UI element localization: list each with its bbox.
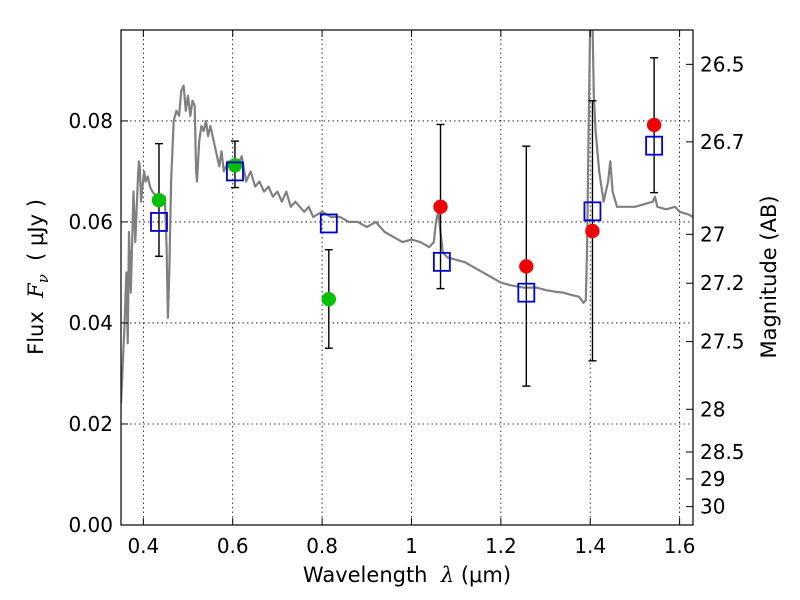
data-point-red <box>519 259 534 274</box>
data-point-red <box>433 199 448 215</box>
marker-layer <box>150 57 664 387</box>
x-tick-label: 0.8 <box>306 534 338 558</box>
y-tick-label: 0.08 <box>68 109 113 133</box>
y2-tick-label: 26.7 <box>700 130 745 154</box>
y2-tick-label: 28 <box>700 397 725 421</box>
y-axis-label: Flux Fν ( μJy ) <box>24 199 52 355</box>
x-tick-label: 1.6 <box>664 534 696 558</box>
data-point-red <box>585 223 600 239</box>
data-point-green <box>321 291 337 307</box>
x-axis-label: Wavelength λ (μm) <box>303 563 511 587</box>
model-point-square <box>583 201 602 222</box>
plot-frame <box>120 29 694 526</box>
y2-tick-label: 27.2 <box>700 271 745 295</box>
x-tick-label: 0.6 <box>217 534 249 558</box>
model-point-square <box>319 213 338 234</box>
model-spectrum-line <box>121 30 693 404</box>
y2-tick-label: 30 <box>700 495 725 519</box>
model-point-square <box>432 251 451 272</box>
y2-tick-label: 29 <box>700 467 725 491</box>
y2-tick-label: 27.5 <box>700 330 745 354</box>
x-tick-label: 0.4 <box>127 534 159 558</box>
y-tick-label: 0.02 <box>68 412 113 436</box>
x-tick-label: 1.2 <box>485 534 517 558</box>
data-point-red <box>646 117 662 133</box>
model-point-square <box>517 282 536 303</box>
data-point-green <box>227 158 243 173</box>
y-tick-label: 0.06 <box>68 210 113 234</box>
model-point-square <box>226 161 244 182</box>
y-tick-label: 0.04 <box>68 311 113 335</box>
grid <box>121 30 693 526</box>
y2-tick-label: 28.5 <box>700 440 745 464</box>
x-tick-label: 1.4 <box>574 534 606 558</box>
ticks: 0.4 0.6 0.8 1 1.2 1.4 1.6 0.00 0.02 0.04 0.06 0.08 2… <box>68 30 745 558</box>
y-tick-label: 0.00 <box>68 513 113 537</box>
y2-axis-label: Magnitude (AB) <box>757 195 781 358</box>
y2-tick-label: 27 <box>700 222 725 246</box>
y2-tick-label: 26.5 <box>700 52 745 76</box>
x-tick-label: 1 <box>405 534 418 558</box>
model-point-square <box>150 212 168 232</box>
data-point-green <box>151 192 167 208</box>
model-point-square <box>645 135 664 156</box>
data-layer <box>121 30 693 404</box>
plot-background <box>121 30 693 525</box>
